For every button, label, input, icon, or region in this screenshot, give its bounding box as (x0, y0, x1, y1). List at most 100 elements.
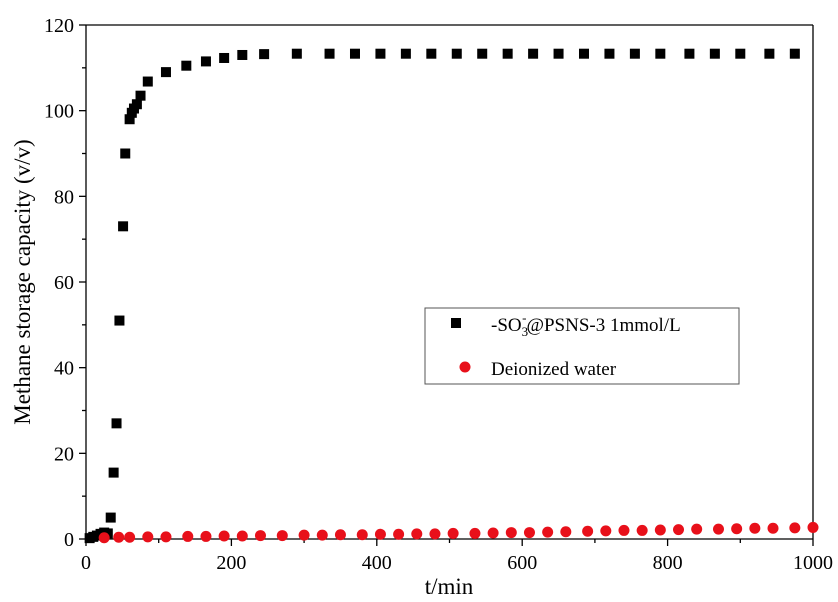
data-point-circle (182, 530, 194, 542)
data-point-circle (160, 531, 172, 543)
data-point-circle (542, 526, 554, 538)
data-point-circle (429, 528, 441, 540)
data-point-square (426, 48, 437, 59)
data-point-square (114, 315, 125, 326)
y-tick-label: 20 (54, 443, 74, 465)
data-point-circle (618, 524, 630, 536)
data-point-circle (749, 522, 761, 534)
data-point-circle (356, 529, 368, 541)
data-point-circle (254, 530, 266, 542)
data-point-square (684, 48, 695, 59)
data-point-circle (691, 523, 703, 535)
data-point-circle (334, 529, 346, 541)
x-ticks: 0 200 400 600 800 1000 (81, 539, 833, 574)
data-point-circle (98, 532, 110, 544)
data-point-square (375, 48, 386, 59)
data-point-circle (582, 525, 594, 537)
data-point-square (135, 90, 146, 101)
data-point-square (604, 48, 615, 59)
series-sulfonate-psns (84, 48, 800, 544)
data-point-circle (113, 531, 125, 543)
data-point-square (237, 49, 248, 60)
data-point-circle (712, 523, 724, 535)
axes (85, 24, 814, 540)
data-point-circle (673, 524, 685, 536)
legend-square-marker (451, 318, 461, 328)
x-tick-label: 800 (653, 552, 683, 574)
data-point-square (118, 221, 129, 232)
data-point-circle (767, 522, 779, 534)
data-point-circle (789, 522, 801, 534)
x-axis-title: t/min (425, 574, 474, 599)
data-point-circle (218, 530, 230, 542)
data-point-circle (523, 527, 535, 539)
data-point-circle (298, 529, 310, 541)
data-point-circle (200, 530, 212, 542)
data-point-circle (316, 529, 328, 541)
data-point-square (400, 48, 411, 59)
data-point-square (120, 148, 131, 159)
data-point-circle (374, 528, 386, 540)
data-point-square (200, 56, 211, 67)
data-point-circle (411, 528, 423, 540)
data-point-circle (560, 526, 572, 538)
data-point-square (111, 418, 122, 429)
data-point-square (219, 52, 230, 63)
data-point-square (764, 48, 775, 59)
data-point-square (477, 48, 488, 59)
data-point-square (735, 48, 746, 59)
data-point-square (629, 48, 640, 59)
legend-circle-marker (459, 361, 471, 373)
x-tick-label: 0 (81, 552, 91, 574)
data-point-square (789, 48, 800, 59)
data-point-square (108, 467, 119, 478)
data-point-square (349, 48, 360, 59)
x-tick-label: 1000 (793, 552, 833, 574)
y-tick-label: 120 (44, 15, 74, 37)
data-point-square (324, 48, 335, 59)
data-point-square (451, 48, 462, 59)
data-point-square (131, 99, 142, 110)
data-point-circle (505, 527, 517, 539)
data-point-circle (393, 528, 405, 540)
data-point-circle (142, 531, 154, 543)
data-point-square (528, 48, 539, 59)
y-tick-label: 80 (54, 186, 74, 208)
data-point-square (291, 48, 302, 59)
data-point-circle (807, 521, 819, 533)
data-point-circle (236, 530, 248, 542)
data-point-square (502, 48, 513, 59)
y-tick-label: 40 (54, 358, 74, 380)
data-point-square (102, 528, 113, 539)
legend: -SO3-@PSNS-3 1mmol/L Deionized water (424, 307, 740, 385)
x-tick-label: 600 (507, 552, 537, 574)
y-tick-label: 100 (44, 101, 74, 123)
data-point-circle (124, 531, 136, 543)
y-ticks: 0 20 40 60 80 100 120 (44, 15, 86, 551)
y-axis-title: Methane storage capacity (v/v) (10, 139, 35, 424)
y-tick-label: 0 (64, 529, 74, 551)
data-point-circle (276, 530, 288, 542)
data-point-square (259, 49, 270, 60)
data-point-square (124, 114, 135, 125)
data-point-circle (447, 527, 459, 539)
legend-label-sulfonate: -SO3-@PSNS-3 1mmol/L (491, 310, 681, 339)
data-point-circle (654, 524, 666, 536)
data-point-square (655, 48, 666, 59)
data-point-circle (487, 527, 499, 539)
x-tick-label: 200 (216, 552, 246, 574)
data-point-square (160, 67, 171, 78)
data-point-square (142, 76, 153, 87)
data-point-square (709, 48, 720, 59)
data-point-circle (636, 524, 648, 536)
data-point-square (105, 512, 116, 523)
data-point-circle (600, 525, 612, 537)
legend-label-deionized-water: Deionized water (491, 359, 617, 380)
y-tick-label: 60 (54, 272, 74, 294)
legend-box (424, 307, 740, 385)
series-deionized-water (98, 521, 819, 544)
data-point-square (553, 48, 564, 59)
x-tick-label: 400 (362, 552, 392, 574)
data-point-square (578, 48, 589, 59)
